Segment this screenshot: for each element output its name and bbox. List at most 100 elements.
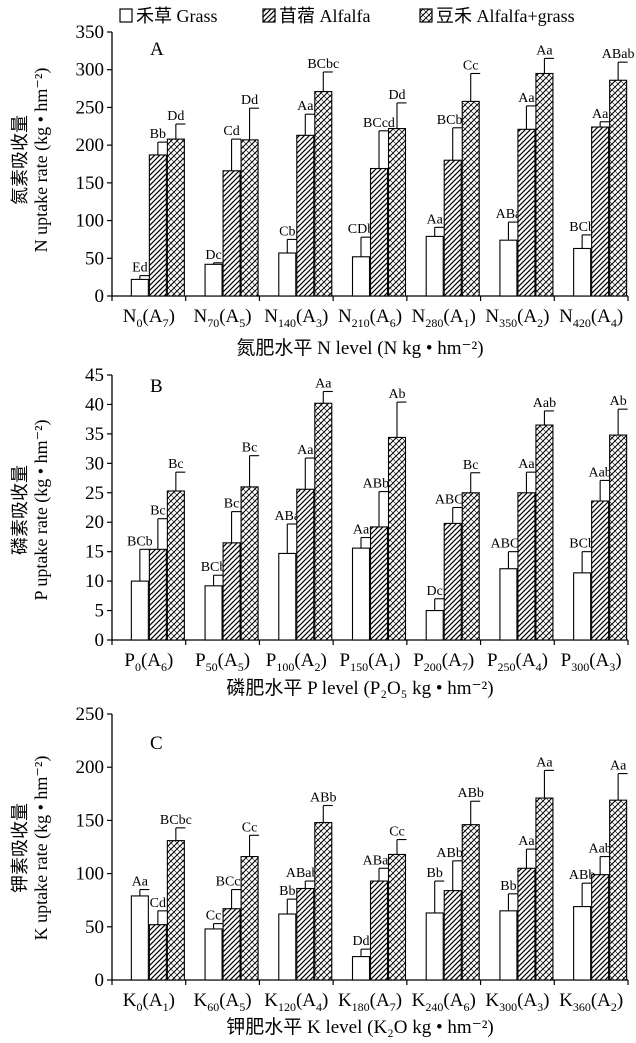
data-label: Bb bbox=[279, 884, 295, 899]
data-label: Cc bbox=[206, 909, 222, 924]
data-label: BCb bbox=[569, 220, 595, 235]
bar bbox=[425, 610, 444, 641]
y-tick-label: 5 bbox=[95, 601, 105, 622]
x-tick-label: P250(A4) bbox=[487, 650, 548, 674]
y-tick-label: 300 bbox=[76, 60, 105, 81]
data-label: Ab bbox=[610, 394, 627, 409]
data-label: Aa bbox=[315, 376, 332, 391]
bar bbox=[369, 526, 389, 641]
data-label: Bc bbox=[150, 504, 166, 519]
bar bbox=[535, 797, 554, 981]
data-label: Cd bbox=[223, 124, 239, 139]
bar bbox=[461, 492, 480, 641]
y-axis-label-en: P uptake rate (kg • hm⁻²) bbox=[31, 420, 52, 601]
chart-panel-B: 0 5 10 15 20 25 30 35 40 45 BCb Bc Bc P0(A6) BCb Bc Bc P5… bbox=[10, 365, 629, 699]
y-tick-label: 350 bbox=[76, 22, 105, 43]
bar bbox=[369, 167, 389, 297]
bar bbox=[425, 235, 444, 297]
bar bbox=[204, 928, 223, 981]
y-axis-label-en: N uptake rate (kg • hm⁻²) bbox=[31, 68, 52, 253]
bar bbox=[314, 91, 333, 297]
y-axis-label-cn: 钾素吸收量 bbox=[10, 803, 30, 893]
x-tick-label: N210(A6) bbox=[338, 306, 402, 330]
data-label: Aab bbox=[533, 396, 556, 411]
data-label: ABbc bbox=[436, 846, 469, 861]
y-tick-label: 200 bbox=[76, 135, 105, 156]
bar bbox=[204, 585, 223, 641]
y-axis-label-cn: 磷素吸收量 bbox=[10, 465, 30, 555]
data-label: BCbc bbox=[160, 813, 192, 828]
data-label: ABab bbox=[602, 47, 635, 62]
data-label: Aab bbox=[588, 842, 611, 857]
x-axis-label: 钾肥水平 K level (K₂O kg • hm⁻²) bbox=[226, 1016, 494, 1038]
y-axis-label: 磷素吸收量 P uptake rate (kg • hm⁻²) bbox=[10, 420, 52, 601]
bar bbox=[443, 522, 462, 641]
legend: 禾草 Grass 苜蓿 Alfalfa 豆禾 Alfalfa+grass bbox=[119, 6, 575, 26]
data-label: ABCb bbox=[435, 493, 471, 508]
data-label: ABb bbox=[457, 786, 483, 801]
data-label: BCbc bbox=[437, 113, 469, 128]
x-tick-label: P300(A3) bbox=[561, 650, 622, 674]
x-tick-label: K60(A5) bbox=[194, 990, 252, 1014]
legend-label-2: 苜蓿 Alfalfa bbox=[279, 6, 370, 26]
x-tick-label: P50(A5) bbox=[195, 650, 250, 674]
y-axis-label-en: K uptake rate (kg • hm⁻²) bbox=[31, 756, 52, 941]
bar bbox=[573, 247, 592, 297]
x-tick-label: N350(A2) bbox=[485, 306, 549, 330]
x-tick-label: K180(A7) bbox=[338, 990, 402, 1014]
y-tick-label: 20 bbox=[85, 512, 104, 533]
data-label: BCb bbox=[201, 560, 227, 575]
legend-swatch-2 bbox=[262, 8, 276, 23]
y-tick-label: 0 bbox=[95, 630, 105, 651]
data-label: Dd bbox=[388, 88, 405, 103]
bar bbox=[387, 127, 407, 297]
y-tick-label: 150 bbox=[76, 810, 105, 831]
bar bbox=[461, 100, 480, 297]
y-tick-label: 10 bbox=[85, 571, 104, 592]
bar bbox=[130, 580, 149, 641]
y-tick-label: 35 bbox=[85, 424, 104, 445]
y-tick-label: 200 bbox=[76, 757, 105, 778]
data-label: Dd bbox=[241, 93, 258, 108]
bar bbox=[517, 867, 536, 981]
y-tick-label: 250 bbox=[76, 97, 105, 118]
x-tick-label: K360(A2) bbox=[559, 990, 623, 1014]
bar bbox=[166, 840, 185, 981]
legend-swatch-3 bbox=[419, 8, 433, 23]
data-label: Aa bbox=[427, 212, 444, 227]
x-axis-label: 磷肥水平 P level (P₂O₅ kg • hm⁻²) bbox=[226, 677, 493, 699]
data-label: Aa bbox=[132, 875, 149, 890]
data-label: BCb bbox=[569, 537, 595, 552]
y-axis-label-cn: 氮素吸收量 bbox=[10, 115, 30, 205]
bar bbox=[240, 486, 259, 641]
data-label: Cd bbox=[150, 896, 166, 911]
y-tick-label: 100 bbox=[76, 864, 105, 885]
legend-label-1: 禾草 Grass bbox=[136, 6, 218, 26]
bar bbox=[573, 906, 592, 981]
bar bbox=[130, 278, 149, 297]
x-tick-label: K120(A4) bbox=[264, 990, 328, 1014]
bar bbox=[517, 128, 536, 297]
y-tick-label: 250 bbox=[76, 704, 105, 725]
bar bbox=[148, 924, 167, 981]
bar bbox=[387, 436, 407, 641]
data-label: Aa bbox=[610, 759, 627, 774]
data-label: Cb bbox=[279, 224, 295, 239]
data-label: Aab bbox=[588, 465, 611, 480]
bar bbox=[278, 552, 297, 641]
data-label: Ab bbox=[388, 387, 405, 402]
data-label: Dd bbox=[167, 109, 184, 124]
bar bbox=[535, 72, 554, 297]
data-label: BCcd bbox=[363, 116, 395, 131]
bar bbox=[351, 547, 371, 641]
bar bbox=[222, 170, 241, 297]
x-tick-label: N420(A4) bbox=[559, 306, 623, 330]
y-axis-label: 钾素吸收量 K uptake rate (kg • hm⁻²) bbox=[10, 756, 52, 941]
y-tick-label: 0 bbox=[95, 970, 105, 991]
data-label: Cc bbox=[242, 820, 258, 835]
data-label: BCb bbox=[127, 534, 153, 549]
y-tick-label: 40 bbox=[85, 394, 104, 415]
y-tick-label: 0 bbox=[95, 286, 105, 307]
bar bbox=[591, 874, 610, 981]
